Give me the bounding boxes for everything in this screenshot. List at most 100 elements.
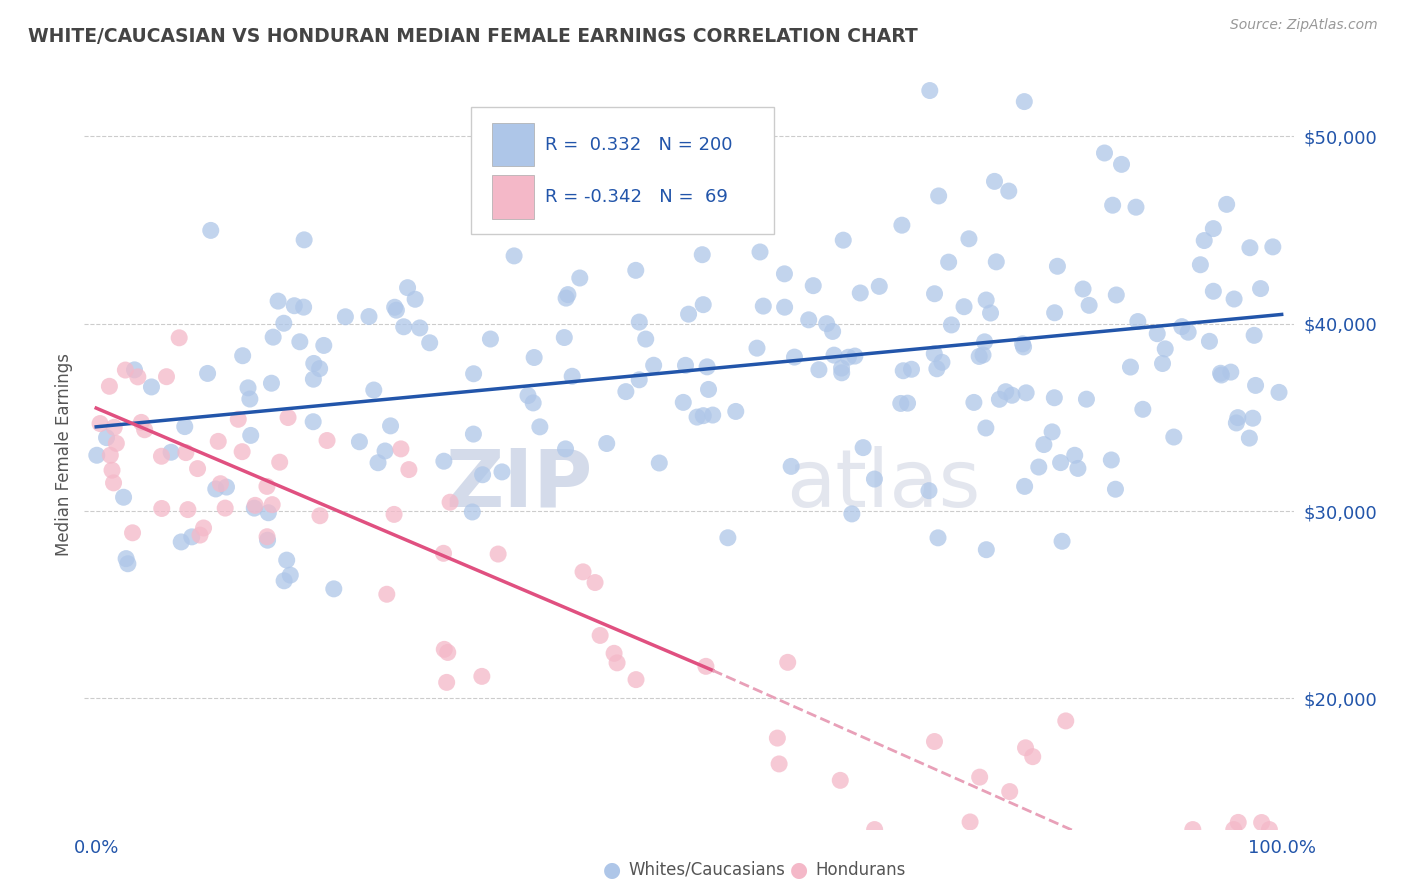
Point [115,551,138,566]
Point [959,814,981,829]
Point [419,335,441,350]
Point [1177,325,1199,339]
Point [134,423,156,437]
Point [967,350,990,364]
Point [204,482,226,496]
Point [384,300,406,314]
Text: Whites/Caucasians: Whites/Caucasians [628,861,786,879]
Point [972,348,994,362]
Point [1043,306,1066,320]
Point [256,530,278,544]
Point [180,530,202,544]
Point [776,656,799,670]
Point [177,502,200,516]
Point [924,286,946,301]
Point [302,372,325,386]
Point [589,628,612,642]
Point [973,334,995,349]
Point [256,479,278,493]
Point [1014,740,1036,755]
Point [603,646,626,660]
Point [380,418,402,433]
Point [690,248,713,262]
Point [1189,258,1212,272]
Point [367,456,389,470]
Point [226,412,249,426]
Point [396,280,419,294]
Point [998,784,1021,798]
Point [1126,314,1149,328]
Point [312,338,335,352]
Point [1001,388,1024,402]
Point [174,445,197,459]
Point [1043,391,1066,405]
Point [628,315,651,329]
Point [815,317,838,331]
Point [928,189,950,203]
Point [957,232,980,246]
Point [103,420,125,434]
Point [1244,378,1267,392]
Point [841,507,863,521]
Point [557,287,579,301]
Point [849,285,872,300]
Point [141,380,163,394]
Point [675,359,697,373]
Point [404,292,426,306]
Point [686,410,709,425]
Point [112,490,135,504]
Point [105,436,128,450]
Point [1105,288,1128,302]
Point [941,318,963,332]
Point [256,533,278,548]
Point [695,659,717,673]
Point [96,431,118,445]
Point [1022,749,1045,764]
Point [561,369,583,384]
Point [349,434,371,449]
Point [209,476,232,491]
Point [974,293,997,307]
Point [522,396,544,410]
Point [1258,822,1281,837]
Point [243,501,266,516]
Point [1012,340,1035,354]
Point [624,673,647,687]
Point [1215,197,1237,211]
Point [980,306,1002,320]
Point [1078,298,1101,312]
Point [1076,392,1098,407]
Point [322,582,344,596]
Point [749,244,772,259]
Point [1014,479,1036,493]
Point [385,303,408,318]
Point [1241,411,1264,425]
Point [1049,456,1071,470]
Point [173,419,195,434]
Point [717,531,740,545]
Point [900,362,922,376]
Point [236,381,259,395]
Point [389,442,412,456]
Point [283,299,305,313]
Y-axis label: Median Female Earnings: Median Female Earnings [55,353,73,557]
Point [302,415,325,429]
Point [832,233,855,247]
Text: ZIP: ZIP [444,446,592,524]
Text: atlas: atlas [786,446,980,524]
Point [273,316,295,330]
Point [160,445,183,459]
Point [1119,359,1142,374]
Point [479,332,502,346]
Point [1227,815,1250,830]
Point [922,347,945,361]
Point [773,267,796,281]
Point [363,383,385,397]
Point [288,334,311,349]
Point [486,547,509,561]
Point [1250,282,1272,296]
Point [953,300,976,314]
Point [927,531,949,545]
Point [335,310,357,324]
Point [150,501,173,516]
